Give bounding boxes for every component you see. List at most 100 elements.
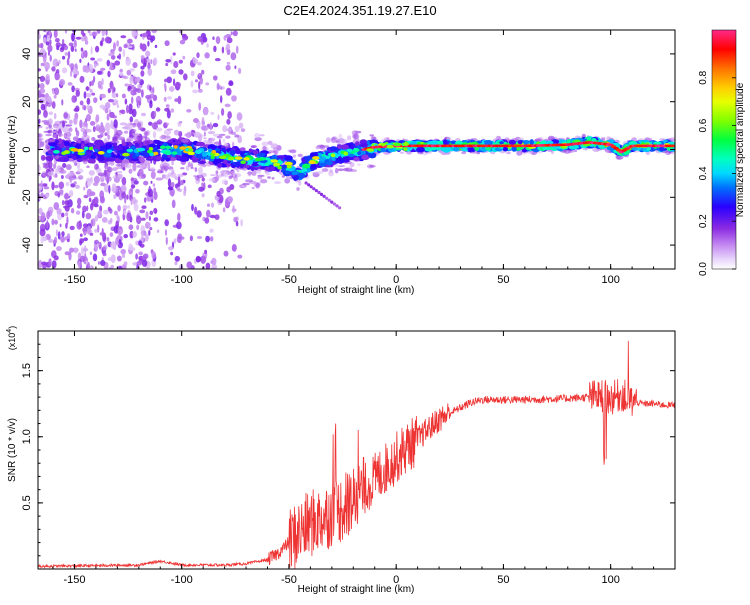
spectrogram-halo-blob [547,135,555,141]
spectrogram-halo-blob [163,129,172,136]
spectrogram-noise-blob [136,88,142,93]
spectrogram-noise-blob [58,59,61,65]
spectrogram-noise-blob [222,125,228,133]
spectrogram-noise-blob [83,105,87,111]
spectrogram-noise-blob [211,263,218,269]
spectrogram-noise-blob [72,67,78,75]
spectrogram-noise-blob [61,39,65,44]
spectrogram-noise-blob [166,109,171,119]
spectrogram-halo-blob [265,171,271,176]
spectrogram-noise-blob [126,194,129,200]
spectrogram-noise-blob [95,45,100,53]
spectrogram-noise-blob [179,180,184,186]
spectrogram-noise-blob [122,204,128,210]
spectrogram-noise-blob [198,81,201,90]
spectrogram-noise-blob [105,36,111,44]
spectrogram-noise-blob [130,244,133,249]
spectrogram-noise-blob [210,202,215,208]
spectrogram-ridge-blob [294,175,299,181]
spectrogram-noise-blob [94,243,99,252]
spectrogram-noise-blob [204,249,208,254]
spectrogram-noise-blob [120,248,126,255]
spectrogram-ridge-blob [450,140,457,144]
spectrogram-noise-blob [238,122,244,129]
spectrogram-noise-blob [67,50,71,60]
spectrogram-noise-blob [114,101,119,105]
spectrogram-noise-blob [83,194,89,199]
spectrogram-halo-blob [298,180,302,186]
colorbar-tick-label: 0.4 [698,166,709,180]
spectrogram-halo-blob [346,166,353,169]
spectrogram-halo-blob [505,151,511,155]
spectrogram-noise-blob [151,30,157,34]
spectrogram-halo-blob [91,137,96,141]
spectrogram-noise-blob [61,200,65,206]
spectrogram-noise-blob [100,67,106,71]
spectrogram-noise-blob [102,246,107,251]
spectrogram-noise-blob [192,89,199,94]
spectrogram-noise-blob [53,30,58,39]
spectrogram-noise-blob [201,182,204,187]
spectrogram-ridge-blob [258,152,266,157]
spectrogram-noise-blob [145,94,152,100]
spectrogram-halo-blob [114,172,119,175]
spectrogram-noise-blob [201,69,205,75]
spectrogram-halo-blob [196,174,204,179]
spectrogram-noise-blob [92,182,99,187]
spectrogram-noise-blob [67,82,73,86]
spectrogram-noise-blob [51,66,56,72]
spectrogram-noise-blob [126,212,132,222]
spectrogram-noise-blob [178,69,184,75]
spectrogram-noise-blob [196,52,200,59]
spectrogram-noise-blob [79,238,84,244]
snr-ytick-label: 1.0 [21,429,33,444]
spectrogram-noise-blob [116,213,119,221]
spectrogram-halo-blob [131,128,137,133]
spectrogram-ridge-blob [318,162,327,167]
spectrogram-ridge-blob [571,145,579,149]
spectrogram-noise-blob [128,224,134,230]
spectrogram-ridge-blob [318,157,326,162]
spectrogram-halo-blob [347,169,351,172]
spectrogram-noise-blob [71,32,75,42]
spectrogram-ridge-blob [443,139,448,146]
spectrogram-noise-blob [196,210,202,218]
spectrogram-noise-blob [106,59,111,67]
spectrogram-ridge-blob [499,141,504,145]
snr-multiplier: (x104) [6,326,17,350]
spectrogram-noise-blob [132,162,137,172]
spectrogram-noise-blob [38,164,41,172]
colorbar-tick-label: 0.6 [698,118,709,132]
spectrogram-noise-blob [240,219,243,227]
spectrogram-noise-blob [46,210,50,220]
spectrogram-noise-blob [225,43,231,50]
spectrogram-halo-blob [324,145,330,148]
spectrogram-ridge-blob [92,152,98,156]
spectrogram-noise-blob [197,36,204,42]
spectrogram-noise-blob [215,170,219,175]
spectrogram-halo-blob [574,149,578,153]
spectrogram-noise-blob [126,69,132,76]
spectrogram-ridge-spot [386,144,394,149]
spectrogram-noise-blob [144,233,149,242]
spectrogram-halo-blob [138,127,146,131]
spectrogram-noise-blob [191,203,194,212]
spectrogram-noise-blob [73,181,77,185]
spectrogram-noise-blob [140,70,145,77]
spectrogram-halo-blob [138,175,144,179]
spectrogram-noise-blob [54,72,61,81]
spectrogram-ridge-spot [63,150,70,154]
spectrogram-noise-blob [230,31,233,36]
spectrogram-noise-blob [176,221,182,230]
spectrogram-noise-blob [41,97,44,101]
spectrogram-noise-blob [138,251,143,256]
spectrogram-noise-blob [45,103,49,107]
spectrogram-noise-blob [195,79,198,83]
spectrogram-noise-blob [149,210,154,215]
snr-ticks: -150 -100 -50 0 50 100 0.5 1.0 1.5 [21,331,676,586]
spectrogram-noise-blob [178,59,183,64]
spectrogram-noise-blob [190,80,194,88]
spectrogram-noise-blob [94,239,99,245]
spectrogram-noise-blob [117,265,123,269]
spectrogram-noise-blob [99,232,104,236]
